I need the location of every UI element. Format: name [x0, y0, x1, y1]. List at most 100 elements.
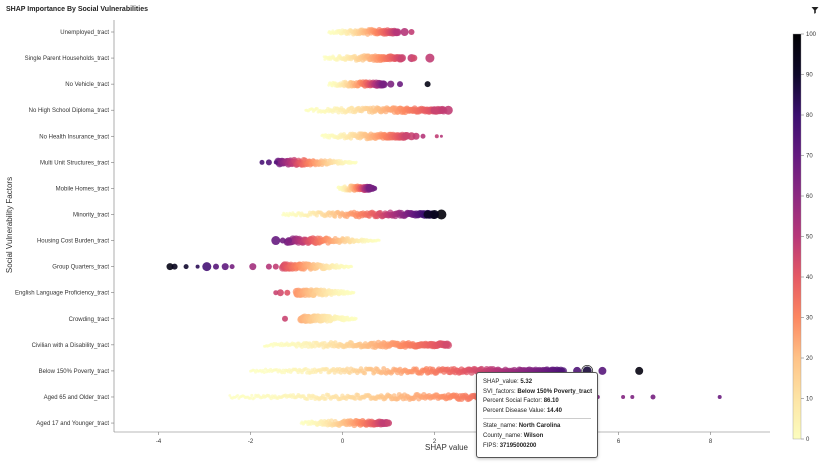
x-tick-label: -2 — [248, 439, 254, 445]
data-point[interactable] — [423, 210, 432, 219]
data-point[interactable] — [393, 28, 402, 37]
data-point[interactable] — [213, 263, 219, 270]
data-point[interactable] — [372, 185, 378, 191]
data-point[interactable] — [273, 160, 278, 165]
data-point[interactable] — [430, 106, 439, 115]
y-axis-title: Social Vulnerability Factors — [5, 177, 14, 273]
colorbar-tick-label: 10 — [806, 397, 813, 403]
data-point[interactable] — [424, 81, 431, 88]
colorbar-tick-label: 30 — [806, 316, 813, 322]
x-axis-title: SHAP value — [425, 443, 469, 452]
tooltip-state: State_name: North Carolina — [483, 423, 561, 430]
data-point[interactable] — [400, 28, 409, 36]
tooltip-percent-disease-value: Percent Disease Value: 14.40 — [483, 407, 562, 414]
data-point[interactable] — [412, 132, 420, 140]
data-point[interactable] — [354, 160, 358, 164]
data-point[interactable] — [265, 263, 272, 270]
y-tick-label: Multi Unit Structures_tract — [40, 160, 109, 166]
data-point[interactable] — [279, 237, 286, 244]
data-point[interactable] — [410, 54, 418, 62]
data-point[interactable] — [271, 344, 275, 348]
data-point[interactable] — [717, 394, 722, 399]
data-point[interactable] — [381, 366, 387, 371]
data-point[interactable] — [353, 396, 358, 401]
data-point[interactable] — [171, 263, 178, 270]
data-point[interactable] — [323, 396, 328, 401]
data-point[interactable] — [265, 159, 272, 166]
point-tooltip: SHAP_value: 5.32 SVI_factors: Below 150%… — [476, 372, 598, 458]
x-tick-label: 6 — [617, 439, 621, 445]
data-point[interactable] — [272, 263, 279, 270]
y-tick-label: Housing Cost Burden_tract — [37, 239, 109, 245]
data-point[interactable] — [352, 291, 356, 294]
data-point[interactable] — [350, 265, 354, 268]
data-point[interactable] — [269, 396, 273, 401]
data-point[interactable] — [287, 238, 293, 244]
data-point[interactable] — [271, 236, 281, 246]
y-tick-label: Below 150% Poverty_tract — [39, 369, 110, 375]
data-point[interactable] — [345, 366, 350, 371]
colorbar — [792, 33, 802, 440]
data-point[interactable] — [312, 344, 317, 349]
data-point[interactable] — [323, 57, 327, 61]
data-point[interactable] — [282, 315, 288, 322]
data-point[interactable] — [249, 263, 257, 271]
data-point[interactable] — [166, 263, 174, 271]
data-point[interactable] — [443, 105, 453, 115]
data-point[interactable] — [314, 213, 319, 218]
data-point[interactable] — [195, 264, 200, 269]
data-point[interactable] — [430, 209, 439, 219]
data-point[interactable] — [276, 289, 284, 297]
y-tick-label: Unemployed_tract — [60, 30, 109, 36]
data-point[interactable] — [436, 209, 447, 220]
data-point[interactable] — [250, 393, 254, 397]
data-point[interactable] — [229, 264, 235, 270]
data-point[interactable] — [303, 344, 308, 349]
data-point[interactable] — [228, 394, 232, 397]
data-point[interactable] — [315, 107, 319, 111]
data-point[interactable] — [598, 366, 607, 375]
data-point[interactable] — [377, 239, 381, 242]
data-point[interactable] — [650, 394, 656, 400]
data-point[interactable] — [202, 262, 212, 272]
data-point[interactable] — [248, 396, 253, 400]
data-point[interactable] — [262, 370, 266, 375]
data-point[interactable] — [296, 370, 300, 375]
data-point[interactable] — [325, 367, 330, 372]
chart-points[interactable] — [166, 26, 722, 429]
data-point[interactable] — [398, 54, 407, 62]
tooltip-fips: FIPS: 37195000200 — [483, 442, 537, 449]
data-point[interactable] — [273, 290, 279, 296]
data-point[interactable] — [387, 80, 395, 88]
data-point[interactable] — [434, 134, 439, 139]
data-point[interactable] — [259, 159, 265, 165]
data-point[interactable] — [354, 317, 358, 320]
data-point[interactable] — [397, 81, 403, 88]
y-tick-label: Minority_tract — [73, 212, 109, 218]
data-point[interactable] — [183, 264, 189, 270]
colorbar-tick-label: 90 — [806, 73, 813, 79]
data-point[interactable] — [442, 341, 450, 349]
data-point[interactable] — [284, 289, 291, 296]
data-point[interactable] — [329, 418, 334, 423]
data-point[interactable] — [408, 29, 415, 35]
data-point[interactable] — [236, 394, 240, 397]
filter-icon[interactable] — [810, 5, 820, 15]
data-point[interactable] — [420, 133, 426, 139]
data-point[interactable] — [425, 53, 435, 63]
data-point[interactable] — [621, 394, 626, 399]
data-point[interactable] — [380, 80, 388, 89]
data-point[interactable] — [305, 397, 310, 401]
data-point[interactable] — [306, 368, 311, 372]
y-tick-label: No High School Diploma_tract — [29, 108, 110, 114]
data-point[interactable] — [252, 396, 256, 400]
data-point[interactable] — [221, 263, 229, 271]
data-point[interactable] — [439, 134, 443, 138]
data-point[interactable] — [635, 366, 644, 375]
data-point[interactable] — [294, 344, 299, 349]
data-point[interactable] — [264, 367, 268, 371]
data-point[interactable] — [630, 394, 635, 399]
data-point[interactable] — [385, 419, 392, 427]
data-point[interactable] — [362, 370, 368, 376]
